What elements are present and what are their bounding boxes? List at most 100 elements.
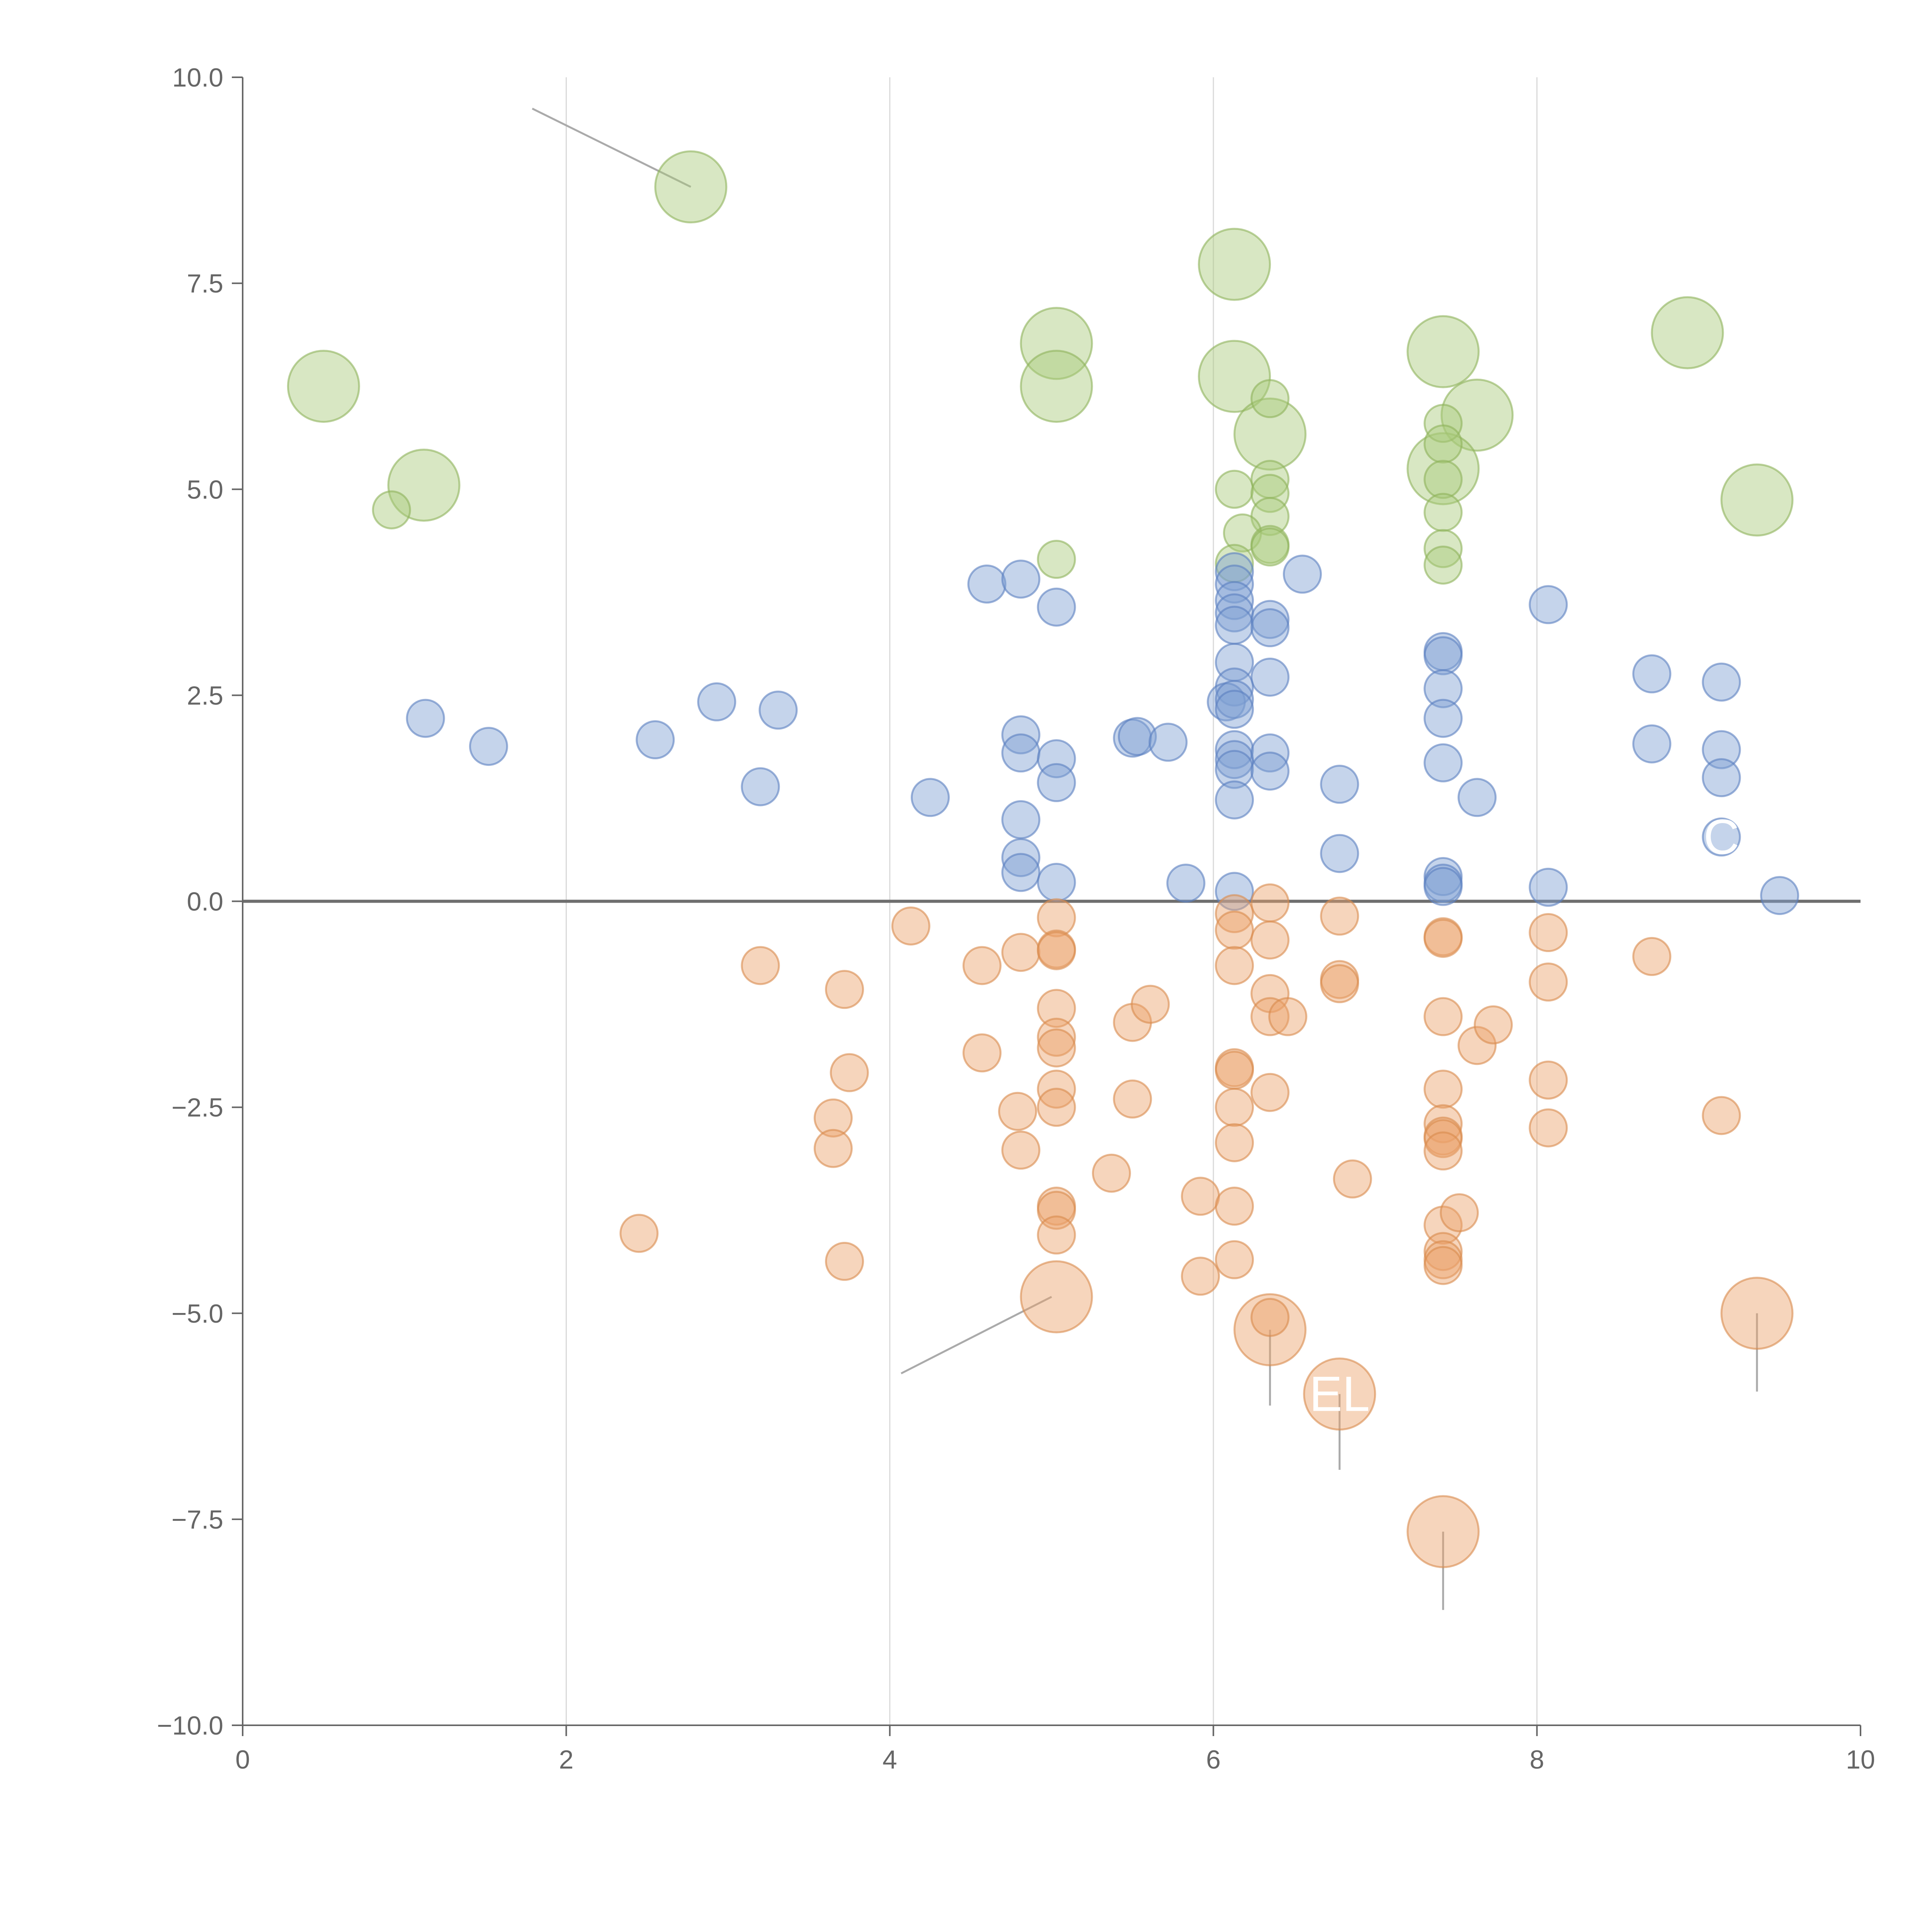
orange-point xyxy=(619,1214,659,1253)
orange-point xyxy=(1037,989,1076,1028)
blue-point xyxy=(1215,872,1254,911)
orange-point xyxy=(1215,894,1254,933)
blue-point xyxy=(1702,758,1741,798)
green-point xyxy=(1423,404,1463,443)
leader-line xyxy=(900,1296,1052,1374)
orange-point xyxy=(1632,937,1672,976)
blue-point xyxy=(1215,552,1254,591)
annotation-leader-lines xyxy=(430,107,1758,1610)
blue-point xyxy=(1148,723,1188,762)
green-point xyxy=(387,449,461,522)
x-tick-label: 2 xyxy=(559,1745,573,1774)
orange-point xyxy=(1423,1104,1463,1143)
blue-point xyxy=(1215,750,1254,789)
green-point xyxy=(1423,424,1463,464)
blue-point xyxy=(1117,717,1157,756)
orange-point xyxy=(1423,1070,1463,1109)
blue-point xyxy=(1423,743,1463,782)
orange-point xyxy=(1423,1232,1463,1271)
x-tick-label: 10 xyxy=(1846,1745,1875,1774)
orange-point xyxy=(1440,1193,1479,1233)
orange-point xyxy=(1529,1108,1568,1148)
leader-line-white xyxy=(1449,476,1473,510)
blue-point xyxy=(1166,864,1206,903)
x-tick-label: 8 xyxy=(1530,1745,1544,1774)
green-point xyxy=(1020,350,1093,423)
green-point xyxy=(654,150,728,224)
green-point xyxy=(1423,529,1463,568)
orange-point xyxy=(1702,1096,1741,1135)
orange-point xyxy=(1320,964,1359,1003)
green-point xyxy=(1720,463,1794,537)
blue-point xyxy=(1423,669,1463,708)
blue-point xyxy=(759,690,798,730)
green-point xyxy=(1406,315,1480,388)
green-point xyxy=(1037,540,1076,579)
orange-point xyxy=(830,1053,869,1092)
blue-point xyxy=(1037,862,1076,902)
blue-point xyxy=(1037,739,1076,779)
orange-point xyxy=(825,970,864,1009)
orange-point xyxy=(1474,1005,1513,1044)
blue-point xyxy=(697,682,736,721)
orange-point xyxy=(1215,1051,1254,1090)
blue-point xyxy=(1702,662,1741,702)
orange-point xyxy=(741,946,780,985)
orange-point xyxy=(1215,1123,1254,1162)
blue-point xyxy=(1037,763,1076,802)
orange-point xyxy=(962,1033,1002,1073)
blue-point xyxy=(1320,834,1359,873)
leader-line xyxy=(532,107,691,188)
annotation-label: EL xyxy=(1310,1367,1370,1422)
orange-point xyxy=(998,1092,1037,1131)
orange-point xyxy=(1020,1260,1093,1333)
blue-point xyxy=(469,727,508,766)
blue-point xyxy=(1215,680,1254,719)
blue-point xyxy=(1001,733,1041,773)
blue-point xyxy=(1423,867,1463,906)
blue-point xyxy=(1529,585,1568,624)
orange-point xyxy=(1215,1187,1254,1226)
orange-point xyxy=(1037,1028,1076,1068)
orange-point xyxy=(1458,1026,1497,1065)
orange-point xyxy=(1181,1177,1220,1216)
green-point xyxy=(1020,307,1093,380)
green-point xyxy=(287,350,360,423)
blue-point xyxy=(1320,765,1359,804)
green-point xyxy=(1423,545,1463,585)
orange-point xyxy=(825,1242,864,1281)
blue-point xyxy=(967,564,1007,604)
green-point xyxy=(1423,460,1463,499)
leader-line-white xyxy=(430,476,486,484)
y-tick-label: 10.0 xyxy=(172,63,223,92)
axes: 0 2 4 6 8 10 −10.0 −7.5 −5.0 −2.5 0.0 2.5 5.0 7.5 10.0 xyxy=(157,63,1875,1774)
green-point xyxy=(1250,474,1290,513)
blue-point xyxy=(1702,817,1741,857)
orange-point xyxy=(1215,946,1254,985)
orange-point xyxy=(1423,1119,1463,1158)
y-tick-label: 0.0 xyxy=(187,887,223,917)
green-point xyxy=(1250,379,1290,418)
blue-point xyxy=(1458,778,1497,817)
green-point xyxy=(1233,397,1307,471)
orange-point xyxy=(1215,910,1254,950)
leader-line-white xyxy=(1451,352,1521,363)
orange-point xyxy=(1037,931,1076,970)
orange-point xyxy=(1113,1079,1152,1119)
blue-point xyxy=(1529,867,1568,907)
orange-point xyxy=(1423,1131,1463,1171)
leader-line-white xyxy=(1240,233,1258,259)
leader-line-white xyxy=(1691,303,1716,330)
blue-point xyxy=(910,778,950,817)
y-tick-label: −5.0 xyxy=(172,1299,223,1328)
green-point xyxy=(372,490,411,530)
orange-point xyxy=(1001,933,1041,972)
orange-point xyxy=(1406,1495,1480,1568)
orange-point xyxy=(1092,1153,1131,1193)
blue-point xyxy=(1423,699,1463,738)
orange-point xyxy=(1037,1088,1076,1127)
y-tick-label: −2.5 xyxy=(172,1093,223,1122)
green-point xyxy=(1198,228,1271,301)
x-tick-label: 6 xyxy=(1206,1745,1221,1774)
orange-point xyxy=(1303,1357,1376,1431)
